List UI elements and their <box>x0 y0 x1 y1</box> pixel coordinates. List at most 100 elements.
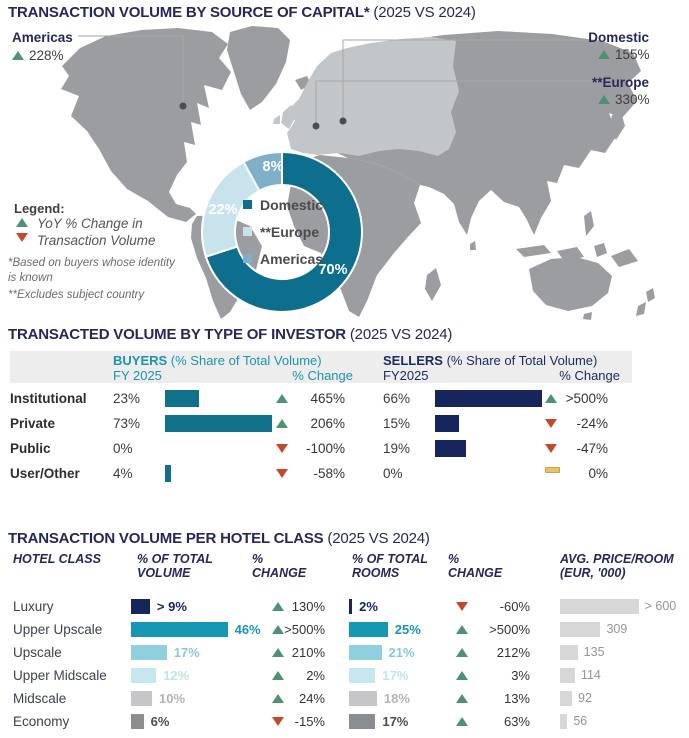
north-america <box>61 28 231 222</box>
volume-change-triangle-icon <box>272 625 284 634</box>
header-total-rooms: % OF TOTAL ROOMS <box>352 552 428 580</box>
rooms-change-triangle-icon <box>456 648 468 657</box>
section1-title-years: (2025 VS 2024) <box>369 4 476 21</box>
row-label: Economy <box>13 714 70 729</box>
rooms-cell: 17% <box>349 710 408 733</box>
volume-cell: 46% <box>131 618 261 641</box>
rooms-bar <box>349 691 377 706</box>
callout-lines <box>78 35 598 126</box>
rooms-bar <box>349 599 353 614</box>
donut-legend-item-domestic: Domestic <box>243 191 323 218</box>
price-bar <box>560 668 575 683</box>
investor-row-private: Private 73% 206% 15% -24% <box>0 411 689 436</box>
callout-americas-value: 228% <box>12 48 64 63</box>
sellers-fy-label: FY2025 <box>383 368 429 383</box>
legend-line1: YoY % Change in <box>37 216 143 231</box>
price-value: > 600 <box>644 599 677 613</box>
volume-bar <box>131 714 144 729</box>
sellers-bar <box>435 415 460 432</box>
buyers-bar <box>165 465 171 482</box>
price-value: 114 <box>580 668 601 682</box>
callout-line-americas <box>78 35 184 106</box>
volume-change-value: 130% <box>291 599 325 614</box>
legend-up-triangle-icon <box>16 218 28 227</box>
callout-line-domestic <box>342 39 592 121</box>
rooms-change-value: 13% <box>503 691 530 706</box>
row-label: Private <box>10 416 56 431</box>
volume-change-value: -15% <box>294 714 325 729</box>
rooms-change-value: -60% <box>499 599 530 614</box>
tasmania <box>583 312 592 320</box>
buyers-share-value: 73% <box>113 416 141 431</box>
volume-value: 12% <box>163 668 190 683</box>
header-total-rooms-line2: ROOMS <box>352 566 400 580</box>
sellers-bar <box>435 440 466 457</box>
header-rooms-change: % CHANGE <box>448 552 502 580</box>
sellers-change-triangle-icon <box>545 394 557 403</box>
iceland <box>295 76 311 90</box>
header-volume-change-line1: % <box>252 552 264 566</box>
legend-down-triangle-icon <box>16 233 28 242</box>
price-value: 92 <box>578 691 592 705</box>
rooms-change-triangle-icon <box>456 717 468 726</box>
callout-europe-label: **Europe <box>591 75 649 90</box>
sellers-bar <box>435 390 542 407</box>
volume-cell: 17% <box>131 641 200 664</box>
rooms-cell: 2% <box>349 595 378 618</box>
buyers-bar <box>165 415 273 432</box>
rooms-value: 17% <box>382 714 409 729</box>
hotel-row-economy: Economy 6% -15% 17% 63% 56 <box>0 710 689 733</box>
sellers-header: SELLERS (% Share of Total Volume) <box>383 353 597 368</box>
donut-slice-domestic <box>204 151 363 313</box>
callout-dots <box>179 102 347 130</box>
buyers-change-triangle-icon <box>276 469 288 478</box>
header-avg-price: AVG. PRICE/ROOM (EUR, '000) <box>560 552 674 580</box>
europe-highlight-region <box>273 37 459 156</box>
buyers-change-triangle-icon <box>276 394 288 403</box>
sellers-share-value: 66% <box>383 391 411 406</box>
header-total-rooms-line1: % OF TOTAL <box>352 552 428 566</box>
volume-bar <box>131 599 150 614</box>
header-volume-change: % CHANGE <box>252 552 306 580</box>
donut-value-europe: 22% <box>208 202 237 218</box>
buyers-change-value: 465% <box>310 391 345 406</box>
buyers-change-label: % Change <box>292 368 353 383</box>
row-label: Luxury <box>13 599 54 614</box>
donut-legend: Domestic **Europe Americas <box>243 191 323 272</box>
indonesia <box>516 243 607 261</box>
domestic-swatch <box>243 200 252 209</box>
row-label: Upscale <box>13 645 62 660</box>
sellers-header-bold: SELLERS <box>383 353 443 368</box>
header-avg-price-line1: AVG. PRICE/ROOM <box>560 552 674 566</box>
donut-legend-label: **Europe <box>260 223 320 240</box>
rooms-bar <box>349 622 388 637</box>
header-hotel-class: HOTEL CLASS <box>13 552 101 566</box>
volume-change-triangle-icon <box>272 602 284 611</box>
volume-value: > 9% <box>156 599 187 614</box>
rooms-change-value: >500% <box>489 622 530 637</box>
sellers-share-value: 15% <box>383 416 411 431</box>
investor-row-public: Public 0% -100% 19% -47% <box>0 436 689 461</box>
donut-value-americas: 8% <box>263 159 284 175</box>
hotel-row-luxury: Luxury > 9% 130% 2% -60% > 600 <box>0 595 689 618</box>
callout-europe-value: 330% <box>598 92 650 107</box>
volume-change-value: 24% <box>298 691 325 706</box>
volume-value: 17% <box>173 645 200 660</box>
row-label: Midscale <box>13 691 67 706</box>
greenland <box>227 26 290 110</box>
rooms-cell: 17% <box>349 664 408 687</box>
callout-dot-europe <box>312 122 320 130</box>
sellers-change-label: % Change <box>559 368 620 383</box>
donut-chart: 70% 22% 8% <box>201 151 363 313</box>
europe-mainland <box>287 37 459 156</box>
volume-bar <box>131 691 152 706</box>
section2-title: TRANSACTED VOLUME BY TYPE OF INVESTOR (2… <box>8 326 452 343</box>
sellers-change-value: >500% <box>565 391 608 406</box>
volume-bar <box>131 645 167 660</box>
volume-cell: 12% <box>131 664 189 687</box>
donut-legend-item-europe: **Europe <box>243 218 323 245</box>
donut-legend-label: Domestic <box>260 196 324 213</box>
buyers-change-triangle-icon <box>276 419 288 428</box>
europe-swatch <box>243 227 252 236</box>
row-label: Upper Upscale <box>13 622 103 637</box>
